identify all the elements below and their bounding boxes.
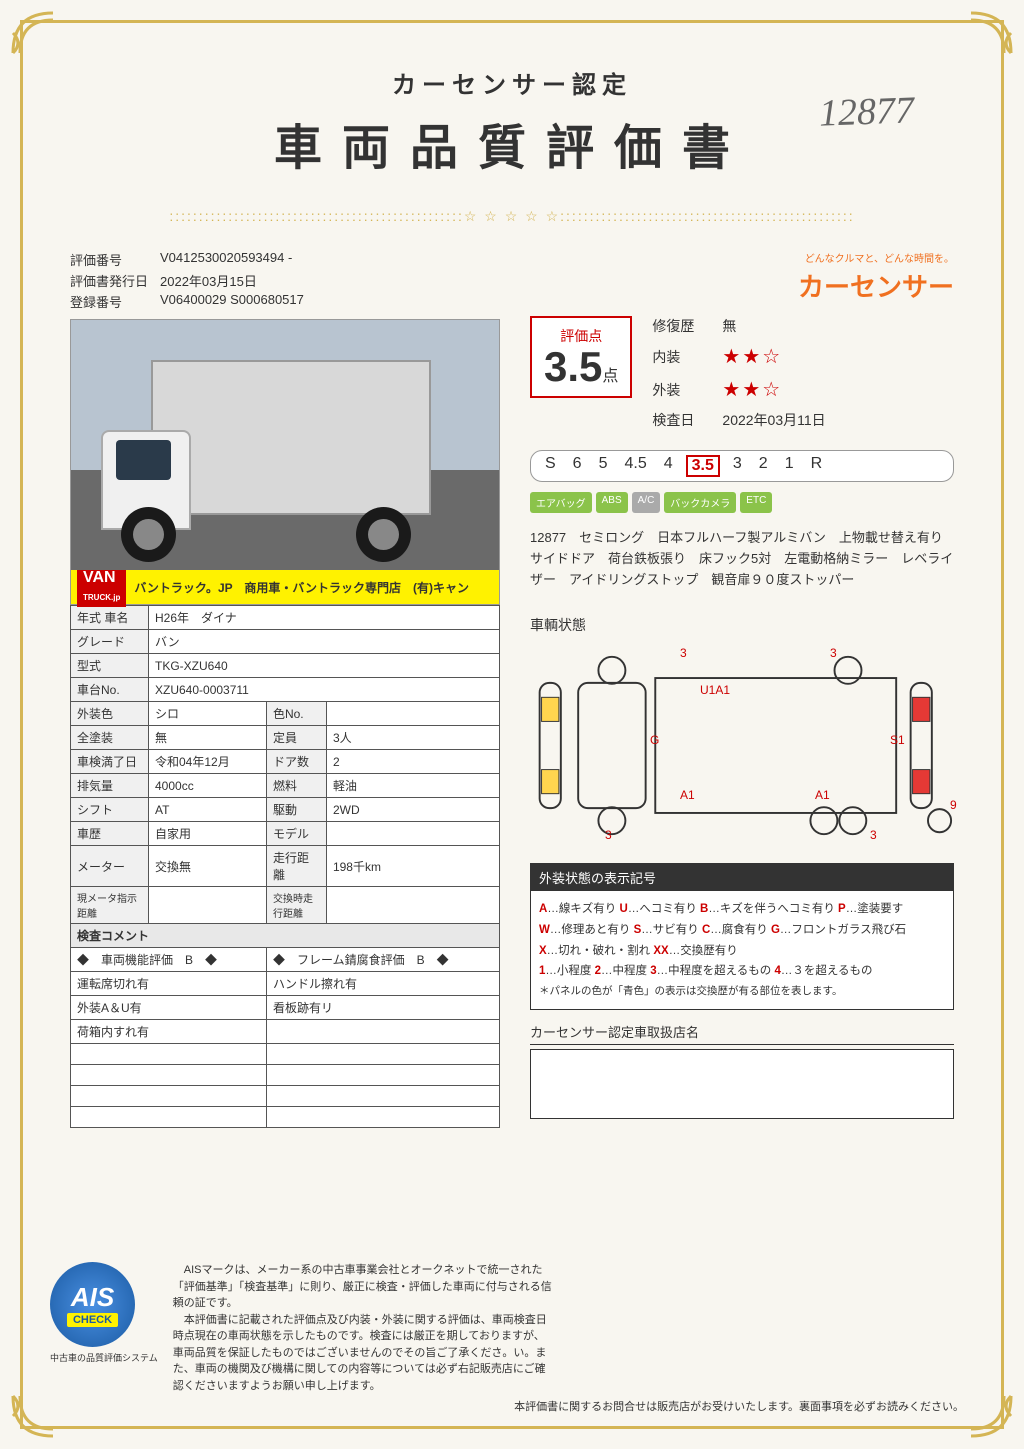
feature-badge: A/C <box>632 492 661 513</box>
grade-item: 5 <box>595 455 612 477</box>
legend-line: X…切れ・破れ・割れ XX…交換歴有り <box>539 941 945 962</box>
grade-item: 3.5 <box>686 455 720 477</box>
grade-item: 2 <box>755 455 772 477</box>
eval-no: V0412530020593494 - <box>160 250 292 269</box>
issue-date-label: 評価書発行日 <box>70 271 160 290</box>
star-divider: ::::::::::::::::::::::::::::::::::::::::… <box>50 208 974 225</box>
dealer-section: カーセンサー認定車取扱店名 <box>530 1022 954 1119</box>
feature-icons: エアバッグABSA/CバックカメラETC <box>530 492 954 513</box>
corner-ornament <box>966 1391 1016 1441</box>
grade-item: 4 <box>660 455 677 477</box>
legend-line: 1…小程度 2…中程度 3…中程度を超えるもの 4…３を超えるもの <box>539 961 945 982</box>
issue-date: 2022年03月15日 <box>160 271 257 290</box>
vehicle-photo: VANTRUCK.jp バントラック。JP 商用車・バントラック専門店 (有)キ… <box>70 319 500 605</box>
diagram-title: 車輌状態 <box>530 615 954 635</box>
vehicle-description: 12877 セミロング 日本フルハーフ製アルミバン 上物載せ替え有り サイドドア… <box>530 528 954 590</box>
grade-item: 4.5 <box>620 455 650 477</box>
corner-ornament <box>8 1391 58 1441</box>
score-details: 修復歴無 内装★★☆ 外装★★☆ 検査日2022年03月11日 <box>652 316 954 438</box>
spec-table: 年式 車名H26年 ダイナ グレードバン 型式TKG-XZU640 車台No.X… <box>70 605 500 1128</box>
ais-logo: AIS CHECK <box>50 1262 135 1347</box>
feature-badge: ETC <box>740 492 772 513</box>
feature-badge: ABS <box>596 492 628 513</box>
corner-ornament <box>966 8 1016 58</box>
legend-line: W…修理あと有り S…サビ有り C…腐食有り G…フロントガラス飛び石 <box>539 920 945 941</box>
id-block: 評価番号V0412530020593494 - 評価書発行日2022年03月15… <box>70 250 500 311</box>
footer: AIS CHECK 中古車の品質評価システム AISマークは、メーカー系の中古車… <box>50 1262 974 1394</box>
legend-line: A…線キズ有り U…へコミ有り B…キズを伴うへコミ有り P…塗装要す <box>539 899 945 920</box>
ais-description: AISマークは、メーカー系の中古車事業会社とオークネットで統一された「評価基準」… <box>173 1262 553 1394</box>
corner-ornament <box>8 8 58 58</box>
grade-item: R <box>807 455 827 477</box>
reg-no-label: 登録番号 <box>70 292 160 311</box>
score-badge: 評価点 3.5点 <box>530 316 632 398</box>
grade-item: 3 <box>729 455 746 477</box>
grade-item: S <box>541 455 560 477</box>
grade-bar: S65 4.5 4 3.5 321R <box>530 450 954 482</box>
dealer-box <box>530 1049 954 1119</box>
feature-badge: エアバッグ <box>530 492 592 513</box>
handwritten-id: 12877 <box>818 88 914 135</box>
legend-box: 外装状態の表示記号 A…線キズ有り U…へコミ有り B…キズを伴うへコミ有り P… <box>530 863 954 1010</box>
footer-note: 本評価書に関するお問合せは販売店がお受けいたします。裏面事項を必ずお読みください… <box>514 1398 964 1414</box>
grade-item: 1 <box>781 455 798 477</box>
brand: どんなクルマと、どんな時間を。 カーセンサー <box>530 250 954 304</box>
vehicle-diagram: 3 3 U1A1 G S1 A1 A1 3 3 9 <box>530 643 954 848</box>
photo-banner: VANTRUCK.jp バントラック。JP 商用車・バントラック専門店 (有)キ… <box>71 570 499 604</box>
eval-no-label: 評価番号 <box>70 250 160 269</box>
reg-no: V06400029 S000680517 <box>160 292 304 311</box>
grade-item: 6 <box>569 455 586 477</box>
feature-badge: バックカメラ <box>664 492 736 513</box>
